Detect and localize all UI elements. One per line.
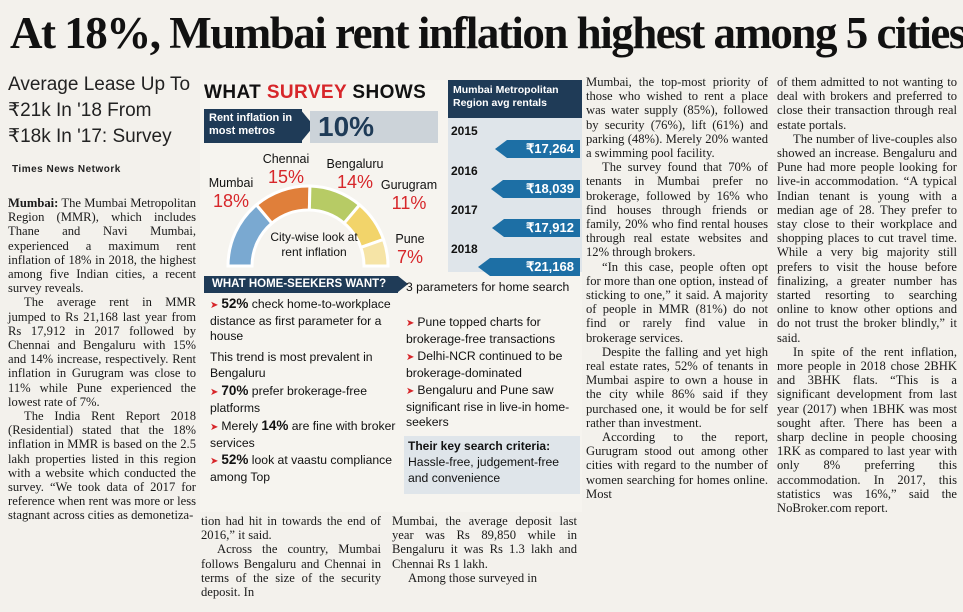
rental-year-2015: 2015	[451, 124, 478, 138]
title-part-1: WHAT	[204, 82, 267, 103]
fact-3-pct: 70%	[221, 383, 249, 398]
city-name: Gurugram	[380, 178, 438, 192]
search-criteria-title: Their key search criteria:	[408, 439, 551, 453]
fact-3: ➤ 70% prefer brokerage-free platforms	[210, 383, 398, 416]
triangle-bullet-icon: ➤	[210, 422, 219, 433]
fact-4-prefix: Merely	[221, 419, 262, 433]
column-2-bottom: tion had hit in towards the end of 2016,…	[201, 514, 381, 599]
city-label-mumbai: Mumbai 18%	[206, 176, 256, 212]
subheadline: Average Lease Up To ₹21k In '18 From ₹18…	[8, 74, 191, 147]
headline: At 18%, Mumbai rent inflation highest am…	[10, 8, 963, 58]
rental-bar-2018: ₹21,168	[478, 258, 580, 276]
col4-para-2: The survey found that 70% of tenants in …	[586, 160, 768, 260]
fact-1-text: check home-to-workplace distance as firs…	[210, 297, 391, 344]
column-1: Mumbai: The Mumbai Metropolitan Region (…	[8, 196, 196, 523]
rent-inflation-value-box	[310, 111, 438, 143]
infographic-title: WHAT SURVEY SHOWS	[204, 81, 440, 105]
city-name: Mumbai	[208, 176, 254, 190]
fact-8: ➤ Delhi-NCR continued to be brokerage-dom…	[406, 349, 580, 381]
col5-para-1: of them admitted to not wanting to deal …	[777, 75, 957, 132]
city-inflation-pct: 15%	[267, 167, 305, 187]
triangle-bullet-icon: ➤	[210, 456, 219, 467]
gauge-caption: City-wise look at rent inflation	[270, 230, 358, 259]
fact-1: ➤ 52% check home-to-workplace distance as…	[210, 296, 398, 345]
city-label-chennai: Chennai 15%	[258, 152, 314, 188]
fact-9: ➤ Bengaluru and Pune saw significant rise…	[406, 383, 580, 431]
rental-year-2016: 2016	[451, 164, 478, 178]
rental-bar-2016: ₹18,039	[491, 180, 580, 198]
col1-para-3: The India Rent Report 2018 (Residential)…	[8, 409, 196, 523]
city-inflation-gauge	[226, 184, 390, 268]
city-label-bengaluru: Bengaluru 14%	[320, 157, 390, 193]
fact-9-text: Bengaluru and Pune saw significant rise …	[406, 383, 570, 430]
city-inflation-pct: 18%	[212, 191, 250, 211]
col2-para-1: tion had hit in towards the end of 2016,…	[201, 514, 381, 543]
fact-2: This trend is most prevalent in Bengalur…	[210, 350, 373, 380]
rent-inflation-value: 10%	[318, 111, 375, 142]
search-criteria-text: Hassle-free, judgement-free and convenie…	[408, 455, 560, 485]
city-label-gurugram: Gurugram 11%	[376, 178, 442, 214]
fact-5-text: look at vaastu compliance among Top	[210, 453, 393, 484]
home-seekers-title: WHAT HOME-SEEKERS WANT?	[204, 276, 398, 293]
triangle-bullet-icon: ➤	[210, 387, 219, 398]
gauge-segment-pune	[358, 237, 390, 268]
col3-para-2: Among those surveyed in	[408, 570, 538, 585]
fact-8-text: Delhi-NCR continued to be brokerage-domi…	[406, 349, 563, 380]
col4-para-4: Despite the falling and yet high real es…	[586, 344, 768, 430]
fact-4-text: are fine with broker services	[210, 419, 396, 450]
rental-bar-2015: ₹17,264	[495, 140, 580, 158]
fact-5: ➤ 52% look at vaastu compliance among Top	[210, 452, 398, 485]
triangle-bullet-icon: ➤	[406, 352, 415, 363]
fact-7: ➤ Pune topped charts for brokerage-free t…	[406, 315, 580, 347]
city-label-pune: Pune 7%	[390, 232, 430, 268]
col2-para-2: Across the country, Mumbai follows Benga…	[201, 542, 381, 600]
title-part-3: SHOWS	[346, 82, 427, 103]
rental-year-2017: 2017	[451, 203, 478, 217]
col4-para-5: According to the report, Gurugram stood …	[586, 430, 768, 501]
col5-para-2: The number of live-couples also showed a…	[777, 131, 957, 345]
col3-para-1: Mumbai, the average deposit last year wa…	[392, 514, 577, 571]
triangle-bullet-icon: ➤	[406, 318, 415, 329]
fact-3-text: prefer brokerage-free platforms	[210, 384, 367, 415]
col1-para-2: The average rent in MMR jumped to Rs 21,…	[8, 295, 196, 409]
col5-para-3: In spite of the rent inflation, more peo…	[777, 344, 957, 516]
rental-bar-2017: ₹17,912	[492, 219, 580, 237]
byline: Times News Network	[12, 164, 121, 175]
rent-inflation-label: Rent inflation in most metros	[204, 109, 302, 143]
fact-7-text: Pune topped charts for brokerage-free tr…	[406, 315, 556, 346]
column-5: of them admitted to not wanting to deal …	[777, 75, 957, 515]
arrow-icon	[398, 276, 408, 292]
fact-4: ➤ Merely 14% are fine with broker service…	[210, 418, 398, 451]
city-name: Chennai	[262, 152, 310, 166]
dateline: Mumbai:	[8, 196, 59, 210]
city-name: Pune	[395, 232, 425, 246]
city-inflation-pct: 7%	[396, 247, 423, 267]
rental-year-2018: 2018	[451, 242, 478, 256]
fact-1-pct: 52%	[221, 296, 249, 311]
col1-para-1-text: The Mumbai Metropolitan Region (MMR), wh…	[8, 196, 196, 296]
column-4: Mumbai, the top-most priority of those w…	[586, 75, 768, 501]
col1-para-1: Mumbai: The Mumbai Metropolitan Region (…	[8, 196, 196, 295]
city-name: Bengaluru	[326, 157, 384, 171]
title-part-2: SURVEY	[266, 82, 347, 103]
city-inflation-pct: 11%	[391, 193, 427, 213]
col4-para-1: Mumbai, the top-most priority of those w…	[586, 75, 768, 161]
col4-para-3: “In this case, people often opt for more…	[586, 259, 768, 345]
city-inflation-pct: 14%	[336, 172, 374, 192]
fact-4-pct: 14%	[261, 418, 289, 433]
fact-5-pct: 52%	[221, 452, 249, 467]
column-3-bottom: Mumbai, the average deposit last year wa…	[392, 514, 577, 585]
search-criteria-box	[404, 436, 580, 494]
triangle-bullet-icon: ➤	[210, 300, 219, 311]
rentals-panel-title: Mumbai Metropolitan Region avg rentals	[448, 80, 582, 118]
fact-6: 3 parameters for home search	[406, 280, 570, 294]
triangle-bullet-icon: ➤	[406, 386, 415, 397]
